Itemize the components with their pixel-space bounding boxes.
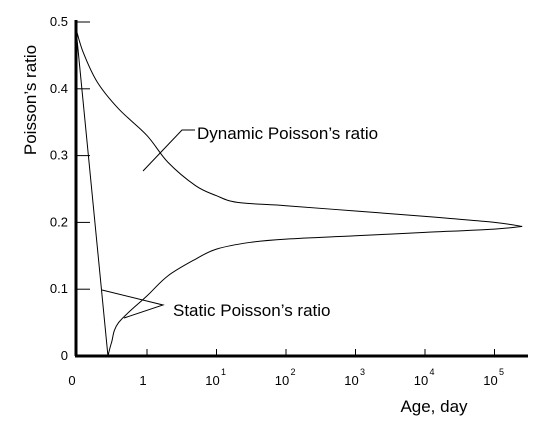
x-tick-label: 10: [344, 373, 358, 388]
x-tick-exponent: 5: [499, 367, 504, 377]
y-tick-label: 0.5: [50, 14, 68, 29]
x-tick-label: 0: [68, 373, 75, 388]
y-axis-title: Poisson’s ratio: [21, 45, 40, 155]
x-tick-label: 10: [414, 373, 428, 388]
dynamic-annotation-label: Dynamic Poisson’s ratio: [197, 124, 378, 143]
dynamic-leader-line: [142, 129, 195, 172]
y-tick-label: 0.3: [50, 148, 68, 163]
y-tick-label: 0.4: [50, 81, 68, 96]
y-tick-label: 0.1: [50, 281, 68, 296]
data-curves: [75, 28, 523, 357]
annotation-leader-lines: [101, 129, 195, 319]
static-annotation-label: Static Poisson’s ratio: [173, 301, 330, 320]
dynamic-poisson-curve: [75, 28, 523, 227]
static-leader-line: [101, 289, 165, 319]
x-tick-exponent: 2: [290, 367, 295, 377]
x-tick-label: 10: [205, 373, 219, 388]
x-tick-label: 1: [139, 373, 146, 388]
x-tick-exponent: 4: [429, 367, 434, 377]
y-tick-label: 0: [61, 348, 68, 363]
axes: [74, 20, 528, 358]
x-tick-exponent: 1: [221, 367, 226, 377]
x-axis-title: Age, day: [400, 397, 468, 416]
x-tick-label: 10: [275, 373, 289, 388]
y-axis-ticks: 0 0.1 0.2 0.3 0.4 0.5: [50, 14, 90, 363]
y-tick-label: 0.2: [50, 214, 68, 229]
x-tick-label: 10: [483, 373, 497, 388]
static-poisson-curve: [75, 28, 523, 357]
x-tick-exponent: 3: [360, 367, 365, 377]
